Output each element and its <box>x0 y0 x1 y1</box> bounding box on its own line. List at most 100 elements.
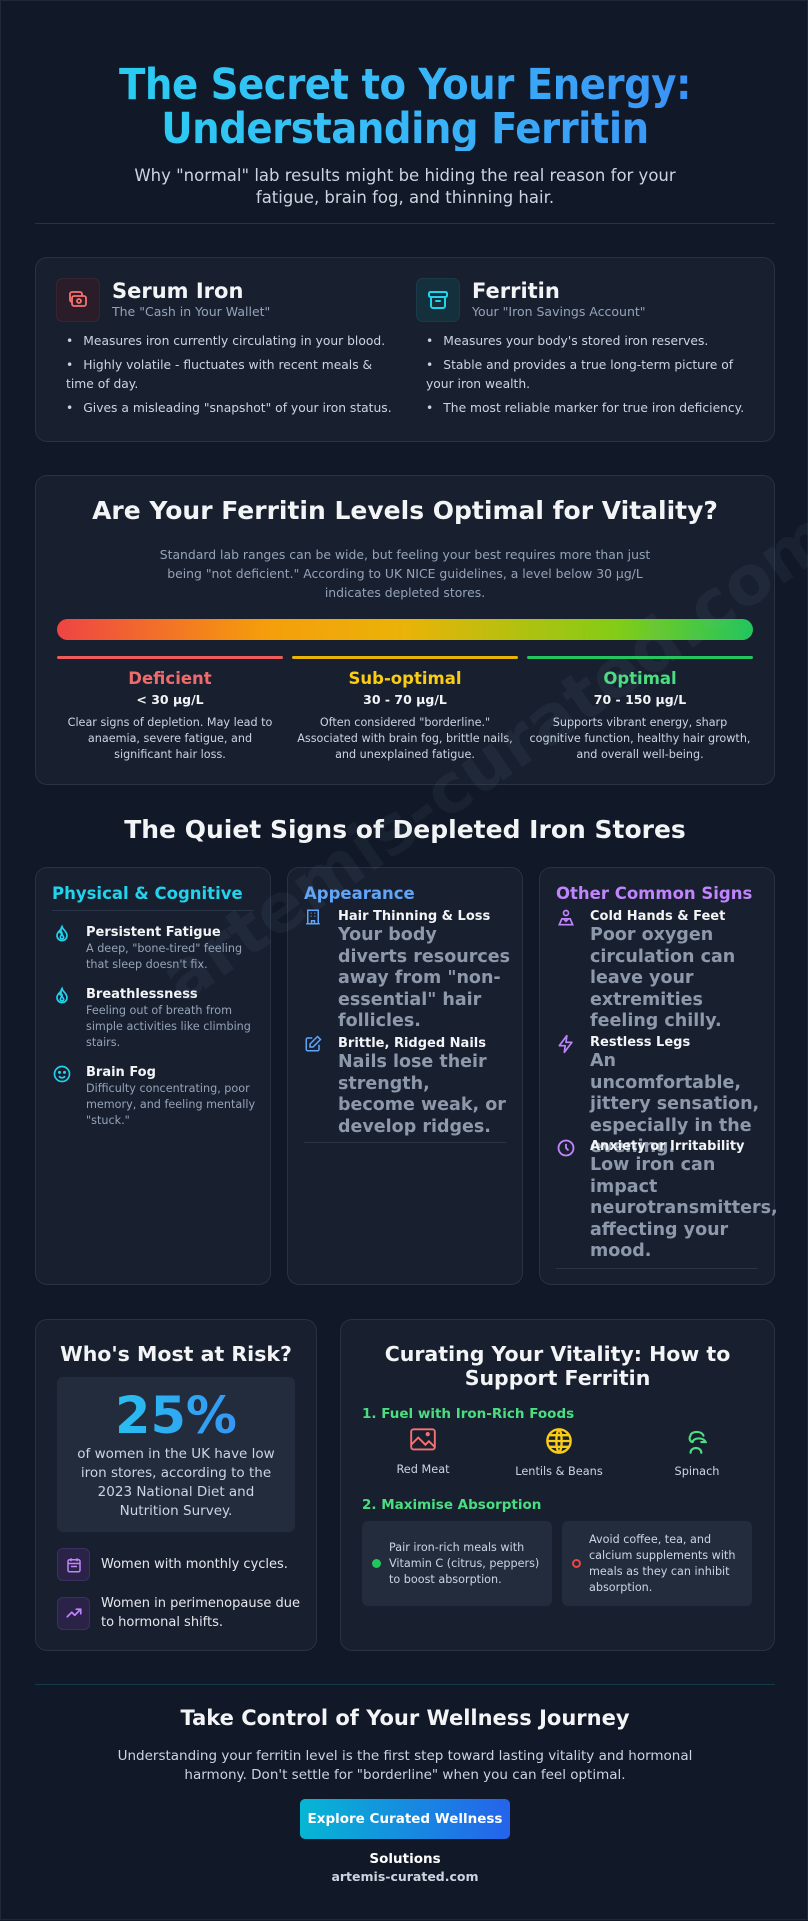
ferritin-subtitle: Your "Iron Savings Account" <box>472 304 646 319</box>
signs-physical-cognitive: Physical & Cognitive Persistent Fatigue … <box>35 867 271 1285</box>
sign-item: Anxiety or Irritability Low iron can imp… <box>556 1138 778 1263</box>
divider <box>35 223 775 224</box>
serum-iron-title: Serum Iron <box>112 279 244 303</box>
stop-icon <box>572 1559 581 1568</box>
food-red-meat: Red Meat <box>353 1427 493 1476</box>
column-title: Physical & Cognitive <box>52 884 243 903</box>
level-sub-optimal: Sub-optimal 30 - 70 µg/L Often considere… <box>292 656 518 763</box>
sign-title: Anxiety or Irritability <box>590 1139 745 1154</box>
list-item: Measures your body's stored iron reserve… <box>426 332 756 351</box>
sign-item: Brittle, Ridged Nails Nails lose their s… <box>304 1035 512 1138</box>
levels-title: Are Your Ferritin Levels Optimal for Vit… <box>92 496 718 525</box>
stat-text: of women in the UK have low iron stores,… <box>77 1446 275 1519</box>
sign-title: Breathlessness <box>86 987 198 1002</box>
ferritin-title: Ferritin <box>472 279 560 303</box>
signs-other-common: Other Common Signs Cold Hands & Feet Poo… <box>539 867 778 1285</box>
edit-icon <box>304 1035 328 1138</box>
column-title: Appearance <box>304 884 415 903</box>
fire-icon <box>52 986 76 1051</box>
support-ferritin-card: Curating Your Vitality: How to Support F… <box>340 1319 775 1651</box>
sign-item: Breathlessness Feeling out of breath fro… <box>52 986 260 1051</box>
check-icon <box>372 1559 381 1568</box>
smile-icon <box>52 1064 76 1129</box>
level-text: Supports vibrant energy, sharp cognitive… <box>529 716 751 761</box>
cash-icon <box>56 278 100 322</box>
step-2-heading: 2. Maximise Absorption <box>362 1497 542 1513</box>
image-icon <box>410 1428 436 1451</box>
food-spinach: Spinach <box>627 1427 767 1478</box>
tip-text: Avoid coffee, tea, and calcium supplemen… <box>589 1532 736 1594</box>
leaf-icon <box>688 1430 708 1454</box>
level-name: Sub-optimal <box>348 669 462 688</box>
globe-icon <box>546 1428 572 1454</box>
cta-title: Take Control of Your Wellness Journey <box>180 1706 630 1730</box>
food-label: Lentils & Beans <box>515 1465 603 1478</box>
trending-up-icon <box>57 1596 90 1630</box>
sign-item: Brain Fog Difficulty concentrating, poor… <box>52 1064 260 1129</box>
risk-text: Women in perimenopause due to hormonal s… <box>101 1596 300 1630</box>
hero: The Secret to Your Energy: Understanding… <box>1 63 808 209</box>
ferritin-column: Ferritin Your "Iron Savings Account" Mea… <box>416 278 756 423</box>
sign-title: Cold Hands & Feet <box>590 909 726 924</box>
column-title: Other Common Signs <box>556 884 753 903</box>
sign-text: A deep, "bone-tired" feeling that sleep … <box>86 942 243 971</box>
level-text: Clear signs of depletion. May lead to an… <box>67 716 273 761</box>
sign-item: Hair Thinning & Loss Your body diverts r… <box>304 908 512 1033</box>
bolt-icon <box>556 1034 580 1159</box>
stat-box: 25% of women in the UK have low iron sto… <box>57 1377 295 1532</box>
sign-item: Cold Hands & Feet Poor oxygen circulatio… <box>556 908 764 1033</box>
food-label: Spinach <box>674 1465 720 1478</box>
sign-text: Your body diverts resources away from "n… <box>338 925 510 1031</box>
sign-text: Difficulty concentrating, poor memory, a… <box>86 1082 256 1127</box>
sign-text: An uncomfortable, jittery sensation, esp… <box>590 1051 760 1157</box>
food-label: Red Meat <box>396 1463 450 1476</box>
person-icon <box>556 908 580 1033</box>
archive-box-icon <box>416 278 460 322</box>
footer-site-link[interactable]: artemis-curated.com <box>331 1869 479 1884</box>
level-name: Optimal <box>603 669 677 688</box>
levels-description: Standard lab ranges can be wide, but fee… <box>159 547 651 600</box>
level-optimal: Optimal 70 - 150 µg/L Supports vibrant e… <box>527 656 753 763</box>
calendar-icon <box>57 1548 90 1581</box>
level-range: < 30 µg/L <box>136 692 204 707</box>
explore-solutions-button[interactable]: Explore Curated Wellness Solutions <box>300 1799 510 1867</box>
tip-do: Pair iron-rich meals with Vitamin C (cit… <box>362 1521 552 1606</box>
food-lentils-beans: Lentils & Beans <box>489 1427 629 1478</box>
tip-text: Pair iron-rich meals with Vitamin C (cit… <box>389 1540 540 1586</box>
sign-item: Restless Legs An uncomfortable, jittery … <box>556 1034 764 1159</box>
sign-text: Nails lose their strength, become weak, … <box>338 1052 506 1137</box>
cta-section: Take Control of Your Wellness Journey Un… <box>1 1706 808 1867</box>
sign-item: Persistent Fatigue A deep, "bone-tired" … <box>52 924 260 973</box>
list-item: Highly volatile - fluctuates with recent… <box>66 356 396 394</box>
risk-item: Women with monthly cycles. <box>57 1548 301 1581</box>
divider <box>35 1684 775 1685</box>
list-item: Measures iron currently circulating in y… <box>66 332 396 351</box>
sign-text: Low iron can impact neurotransmitters, a… <box>590 1155 778 1261</box>
step-1-heading: 1. Fuel with Iron-Rich Foods <box>362 1406 575 1422</box>
cta-text: Understanding your ferritin level is the… <box>117 1748 693 1783</box>
signs-section-title: The Quiet Signs of Depleted Iron Stores <box>124 815 686 844</box>
building-icon <box>304 908 328 1033</box>
sign-title: Hair Thinning & Loss <box>338 909 491 924</box>
risk-card: Who's Most at Risk? 25% of women in the … <box>35 1319 317 1651</box>
level-deficient: Deficient < 30 µg/L Clear signs of deple… <box>57 656 283 763</box>
sign-text: Poor oxygen circulation can leave your e… <box>590 925 736 1031</box>
fire-icon <box>52 924 76 973</box>
serum-vs-ferritin-card: Serum Iron The "Cash in Your Wallet" Mea… <box>35 257 775 442</box>
page-subtitle: Why "normal" lab results might be hiding… <box>134 166 676 207</box>
clock-icon <box>556 1138 580 1263</box>
sign-title: Restless Legs <box>590 1035 691 1050</box>
level-range: 70 - 150 µg/L <box>593 692 687 707</box>
level-name: Deficient <box>128 669 212 688</box>
ferritin-levels-card: Are Your Ferritin Levels Optimal for Vit… <box>35 475 775 785</box>
serum-iron-points: Measures iron currently circulating in y… <box>56 332 396 418</box>
ferritin-points: Measures your body's stored iron reserve… <box>416 332 756 418</box>
page-title: The Secret to Your Energy: Understanding… <box>1 63 808 151</box>
level-text: Often considered "borderline." Associate… <box>297 716 513 761</box>
serum-iron-column: Serum Iron The "Cash in Your Wallet" Mea… <box>56 278 396 423</box>
list-item: Stable and provides a true long-term pic… <box>426 356 756 394</box>
risk-title: Who's Most at Risk? <box>60 1342 292 1366</box>
sign-text: Feeling out of breath from simple activi… <box>86 1004 251 1049</box>
sign-title: Brain Fog <box>86 1065 156 1080</box>
